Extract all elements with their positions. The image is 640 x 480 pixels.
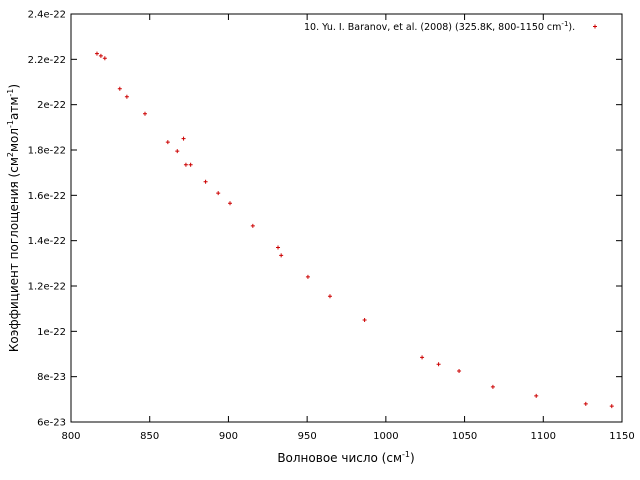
y-tick-label: 1.2e-22 bbox=[28, 282, 66, 293]
data-point bbox=[203, 179, 208, 184]
y-tick-label: 1.4e-22 bbox=[28, 236, 66, 247]
data-point bbox=[250, 223, 255, 228]
data-point bbox=[175, 149, 180, 154]
data-point bbox=[279, 253, 284, 258]
data-point bbox=[327, 294, 332, 299]
data-point bbox=[436, 362, 441, 367]
x-axis: 800 850 900 950 1000 1050 1100 1150 bbox=[61, 14, 635, 442]
y-tick-label: 2.4e-22 bbox=[28, 10, 66, 21]
data-point bbox=[94, 51, 99, 56]
data-point bbox=[124, 94, 129, 99]
legend-point bbox=[593, 24, 597, 29]
y-tick-label: 2e-22 bbox=[37, 100, 66, 111]
plot-area bbox=[70, 13, 623, 423]
data-point bbox=[420, 355, 425, 360]
data-point bbox=[165, 140, 170, 145]
y-axis: 6e-23 8e-23 1e-22 1.2e-22 1.4e-22 1.6e-22 1.8e… bbox=[28, 10, 622, 429]
data-point bbox=[534, 393, 539, 398]
x-tick-label: 1150 bbox=[609, 431, 634, 442]
data-point bbox=[457, 369, 462, 373]
x-tick-label: 900 bbox=[219, 431, 238, 442]
data-point bbox=[102, 56, 107, 61]
data-point bbox=[228, 201, 233, 206]
data-point bbox=[183, 162, 188, 167]
legend: 10. Yu. I. Baranov, et al. (2008) (325.8… bbox=[304, 20, 597, 33]
y-axis-label: Коэффициент поглощения (см2мол-1атм-1) bbox=[6, 84, 21, 352]
data-point bbox=[305, 274, 310, 279]
x-tick-label: 850 bbox=[140, 431, 159, 442]
x-tick-label: 800 bbox=[61, 431, 80, 442]
y-tick-label: 1e-22 bbox=[37, 327, 66, 338]
y-tick-label: 6e-23 bbox=[37, 418, 66, 429]
y-tick-label: 8e-23 bbox=[37, 372, 66, 383]
y-tick-label: 2.2e-22 bbox=[28, 55, 66, 66]
data-point bbox=[188, 162, 193, 167]
data-series bbox=[94, 51, 614, 409]
x-tick-label: 1000 bbox=[373, 431, 398, 442]
data-point bbox=[583, 401, 588, 406]
x-tick-label: 1050 bbox=[452, 431, 477, 442]
data-point bbox=[98, 53, 103, 58]
x-tick-label: 950 bbox=[298, 431, 317, 442]
data-point bbox=[142, 111, 147, 116]
x-tick-label: 1100 bbox=[531, 431, 556, 442]
data-point bbox=[609, 404, 614, 409]
y-tick-label: 1.6e-22 bbox=[28, 191, 66, 202]
y-tick-label: 1.8e-22 bbox=[28, 146, 66, 157]
legend-label: 10. Yu. I. Baranov, et al. (2008) (325.8… bbox=[304, 20, 575, 33]
data-point bbox=[490, 384, 495, 389]
x-axis-label: Волновое число (см-1) bbox=[277, 450, 414, 465]
legend-marker bbox=[593, 24, 597, 29]
data-point bbox=[362, 318, 367, 322]
plot-frame bbox=[70, 13, 623, 423]
data-point bbox=[181, 136, 186, 141]
data-point bbox=[117, 86, 122, 91]
data-point bbox=[216, 191, 221, 196]
data-point bbox=[276, 245, 281, 250]
